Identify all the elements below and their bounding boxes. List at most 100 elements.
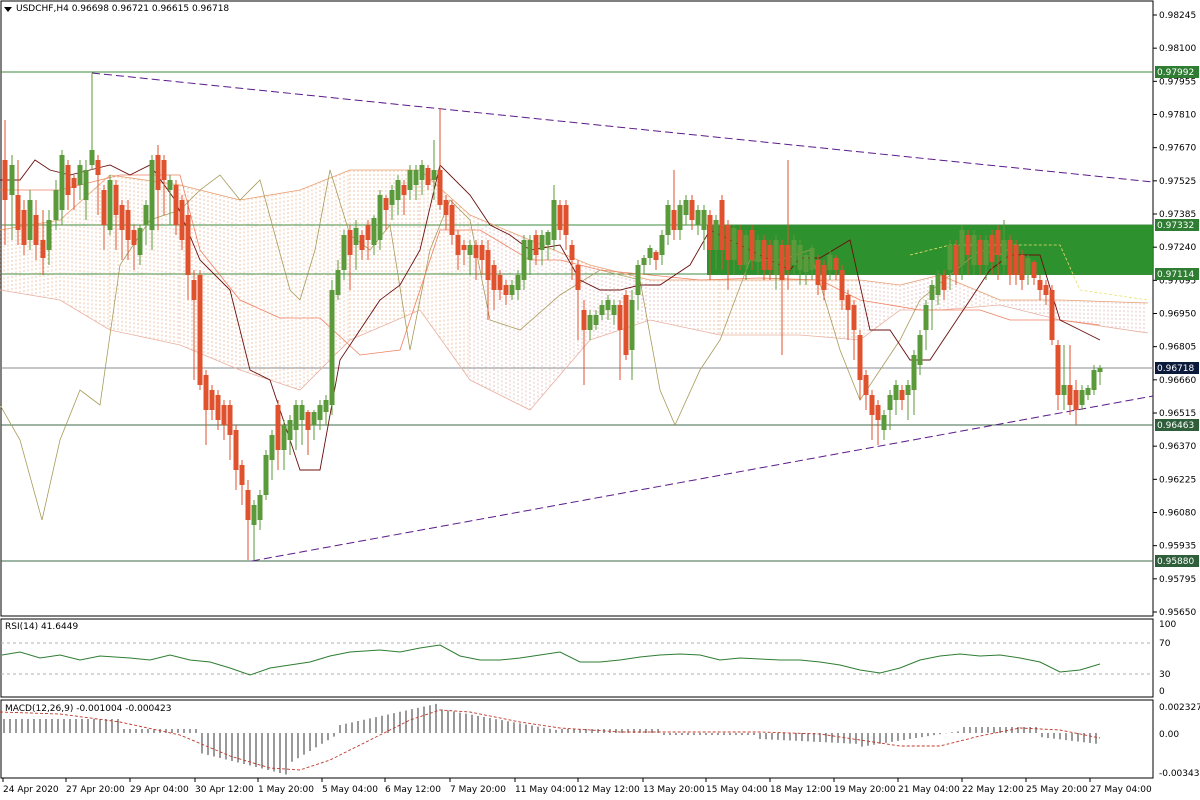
bull-candle bbox=[971, 235, 977, 265]
descending-trendline bbox=[91, 72, 1154, 183]
symbol-label: USDCHF,H4 bbox=[16, 4, 69, 14]
bull-candle bbox=[683, 200, 689, 215]
bull-candle bbox=[641, 258, 647, 265]
bear-candle bbox=[173, 185, 179, 225]
bear-candle bbox=[965, 235, 971, 255]
bull-candle bbox=[929, 285, 935, 300]
price-tick-label: 0.97240 bbox=[1159, 243, 1196, 253]
bull-candle bbox=[1085, 388, 1091, 395]
macd-signal-line bbox=[0, 709, 1101, 771]
bear-candle bbox=[707, 215, 713, 250]
bear-candle bbox=[533, 235, 539, 255]
time-tick-label: 18 May 12:00 bbox=[770, 785, 832, 795]
bull-candle bbox=[251, 505, 257, 525]
bull-candle bbox=[917, 335, 923, 365]
bull-candle bbox=[893, 385, 899, 400]
bull-candle bbox=[377, 195, 383, 240]
bull-candle bbox=[755, 240, 761, 262]
time-tick-label: 19 May 20:00 bbox=[834, 785, 896, 795]
bull-candle bbox=[743, 235, 749, 265]
bear-candle bbox=[215, 395, 221, 420]
bear-candle bbox=[749, 230, 755, 260]
chikou-span bbox=[0, 169, 1011, 521]
bull-candle bbox=[1025, 258, 1031, 275]
bull-candle bbox=[431, 170, 437, 180]
bear-candle bbox=[1049, 290, 1055, 340]
bull-candle bbox=[713, 220, 719, 250]
rsi-axis-30: 30 bbox=[1159, 670, 1171, 680]
bull-candle bbox=[413, 170, 419, 185]
bear-candle bbox=[839, 270, 845, 300]
price-tick-label: 0.96805 bbox=[1159, 343, 1196, 353]
bear-candle bbox=[305, 412, 311, 430]
bear-candle bbox=[1067, 385, 1073, 405]
price-level-tag bbox=[1155, 268, 1199, 280]
price-tick-label: 0.97095 bbox=[1159, 276, 1196, 286]
bull-candle bbox=[809, 248, 815, 270]
bear-candle bbox=[761, 240, 767, 270]
bull-candle bbox=[149, 160, 155, 230]
macd-axis-top: 0.002327 bbox=[1159, 703, 1200, 713]
bear-candle bbox=[131, 230, 137, 245]
bull-candle bbox=[521, 240, 527, 280]
bull-candle bbox=[935, 275, 941, 295]
bear-candle bbox=[989, 235, 995, 262]
symbol-dropdown-icon[interactable] bbox=[4, 7, 12, 12]
bear-candle bbox=[869, 395, 875, 415]
bull-candle bbox=[9, 165, 15, 195]
bear-candle bbox=[569, 245, 575, 260]
time-tick-label: 21 May 04:00 bbox=[898, 785, 960, 795]
bear-candle bbox=[563, 205, 569, 235]
bear-candle bbox=[95, 160, 101, 175]
rsi-axis-70: 70 bbox=[1159, 639, 1171, 649]
bull-candle bbox=[947, 245, 953, 270]
bear-candle bbox=[71, 178, 77, 188]
bear-candle bbox=[581, 310, 587, 330]
ohlc-values: 0.96698 0.96721 0.96615 0.96718 bbox=[71, 4, 230, 14]
price-level-label: 0.97114 bbox=[1157, 270, 1194, 280]
bear-candle bbox=[653, 252, 659, 260]
chart-title: USDCHF,H4 0.96698 0.96721 0.96615 0.9671… bbox=[16, 4, 229, 14]
time-tick-label: 22 May 12:00 bbox=[962, 785, 1024, 795]
bear-candle bbox=[197, 275, 203, 385]
bull-candle bbox=[545, 232, 551, 245]
bear-candle bbox=[719, 200, 725, 250]
bear-candle bbox=[479, 245, 485, 260]
bear-candle bbox=[383, 198, 389, 210]
bear-candle bbox=[209, 390, 215, 410]
bull-candle bbox=[593, 315, 599, 325]
bear-candle bbox=[821, 265, 827, 290]
rsi-axis-100: 100 bbox=[1159, 620, 1176, 630]
price-tick-label: 0.96080 bbox=[1159, 509, 1196, 519]
price-tick-label: 0.97955 bbox=[1159, 77, 1196, 87]
bear-candle bbox=[1055, 345, 1061, 395]
macd-axis-bottom: -0.003437 bbox=[1159, 769, 1200, 779]
bear-candle bbox=[245, 490, 251, 520]
bear-candle bbox=[2, 160, 8, 200]
bear-candle bbox=[725, 225, 731, 260]
price-level-tag bbox=[1155, 362, 1199, 374]
price-tick-label: 0.96950 bbox=[1159, 310, 1196, 320]
bear-candle bbox=[191, 280, 197, 300]
bear-candle bbox=[359, 235, 365, 250]
bull-candle bbox=[287, 420, 293, 440]
price-level-label: 0.97992 bbox=[1157, 68, 1194, 78]
bear-candle bbox=[203, 375, 209, 410]
bear-candle bbox=[845, 295, 851, 310]
price-tick-label: 0.96370 bbox=[1159, 442, 1196, 452]
bear-candle bbox=[113, 185, 119, 215]
rsi-axis-0: 0 bbox=[1159, 687, 1165, 697]
price-level-label: 0.97332 bbox=[1157, 221, 1194, 231]
bear-candle bbox=[179, 200, 185, 240]
bear-candle bbox=[503, 285, 509, 295]
bull-candle bbox=[317, 405, 323, 420]
price-tick-label: 0.95795 bbox=[1159, 575, 1196, 585]
bear-candle bbox=[851, 305, 857, 330]
bull-candle bbox=[701, 210, 707, 230]
bull-candle bbox=[299, 405, 305, 420]
bull-candle bbox=[419, 165, 425, 180]
bear-candle bbox=[119, 205, 125, 230]
bull-candle bbox=[407, 170, 413, 190]
bull-candle bbox=[269, 435, 275, 460]
